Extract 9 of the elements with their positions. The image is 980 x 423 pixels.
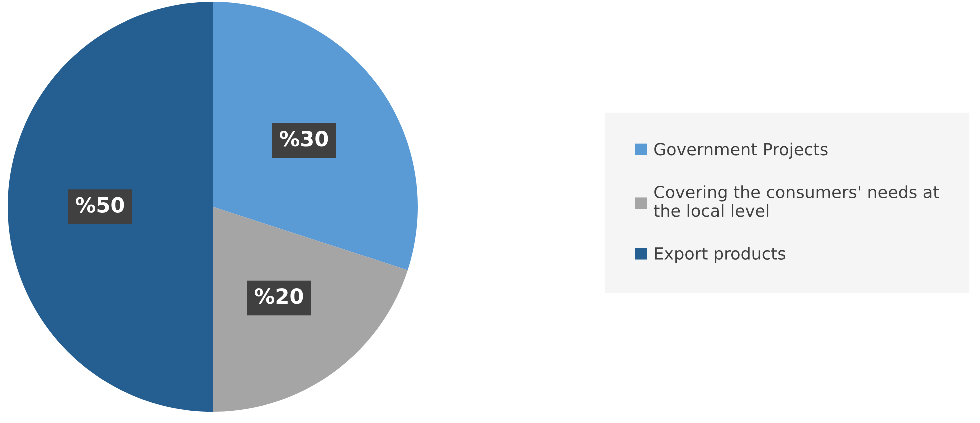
data-label: %20 <box>255 288 304 304</box>
pie-slice <box>8 2 213 412</box>
legend-label: Covering the consumers' needs at the local level <box>654 186 940 218</box>
legend-label: Government Projects <box>654 142 828 159</box>
pie-slice <box>213 2 418 270</box>
data-label: %50 <box>76 197 124 214</box>
pie-slice <box>213 207 408 412</box>
legend-label: Export products <box>655 247 786 264</box>
data-label: %30 <box>280 131 328 147</box>
